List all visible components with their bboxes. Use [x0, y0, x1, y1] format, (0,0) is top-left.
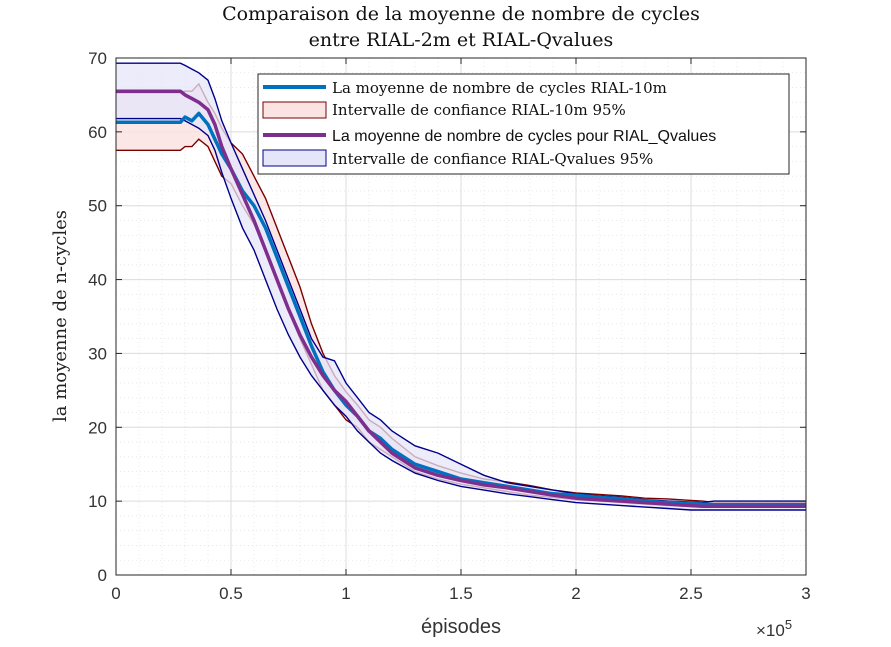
chart-title-line2: entre RIAL-2m et RIAL-Qvalues [309, 29, 614, 51]
x-tick-label: 1.5 [449, 584, 473, 603]
confidence-band-qvalues [116, 63, 806, 510]
x-tick-label: 2.5 [679, 584, 703, 603]
legend-box [257, 73, 790, 175]
y-tick-label: 0 [98, 566, 107, 585]
y-tick-label: 50 [88, 197, 107, 216]
x-axis-label: épisodes [421, 616, 501, 638]
x-axis-exponent-power: 5 [785, 617, 792, 632]
series-lines [116, 89, 806, 509]
x-axis-exponent: ×105 [756, 617, 792, 640]
y-tick-label: 10 [88, 492, 107, 511]
y-axis-label: la moyenne de n-cycles [50, 210, 71, 422]
x-tick-label: 1 [341, 584, 350, 603]
x-tick-label: 3 [801, 584, 810, 603]
x-tick-label: 0 [111, 584, 120, 603]
chart-title-line1: Comparaison de la moyenne de nombre de c… [222, 3, 700, 25]
y-tick-label: 60 [88, 123, 107, 142]
legend-swatch-qvalues-band [262, 149, 327, 167]
legend: La moyenne de nombre de cycles RIAL-10m … [257, 73, 790, 175]
x-tick-label: 2 [571, 584, 580, 603]
series-line-qvalues [116, 89, 806, 509]
x-axis-exponent-base: ×10 [756, 621, 785, 640]
confidence-band-rial10m [116, 83, 806, 508]
y-tick-label: 70 [88, 49, 107, 68]
series-line-rial10m [116, 111, 806, 507]
x-tick-label: 0.5 [219, 584, 243, 603]
legend-label-qvalues-mean: La moyenne de nombre de cycles pour RIAL… [332, 128, 716, 145]
confidence-lower-qvalues [116, 117, 806, 511]
legend-label-rial10m-ci: Intervalle de confiance RIAL-10m 95% [332, 101, 626, 119]
y-tick-label: 30 [88, 344, 107, 363]
y-tick-label: 40 [88, 271, 107, 290]
legend-label-qvalues-ci: Intervalle de confiance RIAL-Qvalues 95% [332, 150, 653, 168]
legend-swatch-rial10m-band [262, 101, 327, 119]
y-tick-label: 20 [88, 418, 107, 437]
legend-label-rial10m-mean: La moyenne de nombre de cycles RIAL-10m [332, 79, 667, 97]
